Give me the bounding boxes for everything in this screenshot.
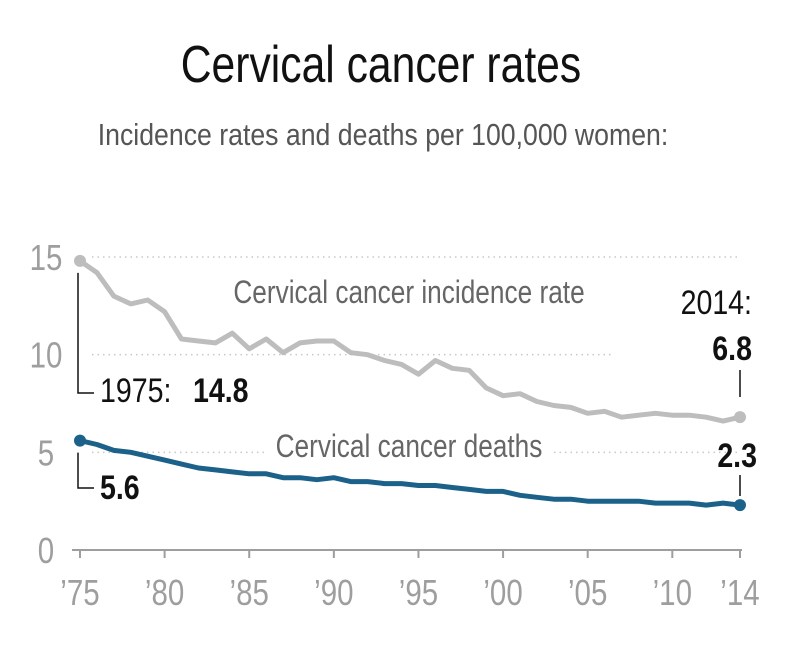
annotations: Cervical cancer incidence rate Cervical c…	[77, 272, 757, 507]
series-end-point	[734, 499, 746, 512]
series-line-1	[77, 438, 743, 508]
x-tick-label: ’95	[399, 572, 438, 612]
y-tick-label: 10	[30, 335, 63, 375]
incidence-end-value: 6.8	[712, 330, 752, 368]
label-bg	[228, 272, 590, 312]
x-tick-label: ’85	[230, 572, 269, 612]
chart-subtitle: Incidence rates and deaths per 100,000 w…	[98, 118, 669, 152]
label-bg	[268, 428, 550, 468]
y-tick-label: 5	[38, 433, 54, 473]
x-tick-label: ’00	[483, 572, 522, 612]
x-tick-label: ’14	[720, 572, 759, 612]
chart-title: Cervical cancer rates	[181, 36, 581, 94]
x-tick-label: ’10	[653, 572, 692, 612]
x-tick-label: ’80	[145, 572, 184, 612]
leader-deaths-start	[77, 452, 94, 489]
incidence-end-year: 2014:	[681, 284, 752, 322]
series-label-incidence: Cervical cancer incidence rate	[233, 276, 584, 311]
deaths-end-value: 2.3	[717, 437, 757, 475]
deaths-start-value: 5.6	[100, 469, 140, 507]
x-tick-label: ’75	[60, 572, 99, 612]
incidence-start-value: 14.8	[193, 372, 249, 410]
x-tick-label: ’90	[314, 572, 353, 612]
x-tick-label: ’05	[568, 572, 607, 612]
series-start-point	[74, 434, 86, 447]
series-end-point	[734, 411, 746, 424]
y-tick-label: 15	[30, 237, 63, 277]
series-line-0	[77, 258, 743, 424]
incidence-start-year: 1975:	[100, 372, 171, 410]
leader-incidence-start	[77, 272, 94, 394]
series-lines	[74, 254, 746, 512]
axes: 0 5 10 15 ’75 ’80 ’85 ’90 ’95 ’00 ’05 ’10 ’14	[30, 237, 760, 612]
y-tick-label: 0	[38, 530, 54, 570]
series-start-point	[74, 254, 86, 267]
series-label-deaths: Cervical cancer deaths	[276, 430, 543, 465]
